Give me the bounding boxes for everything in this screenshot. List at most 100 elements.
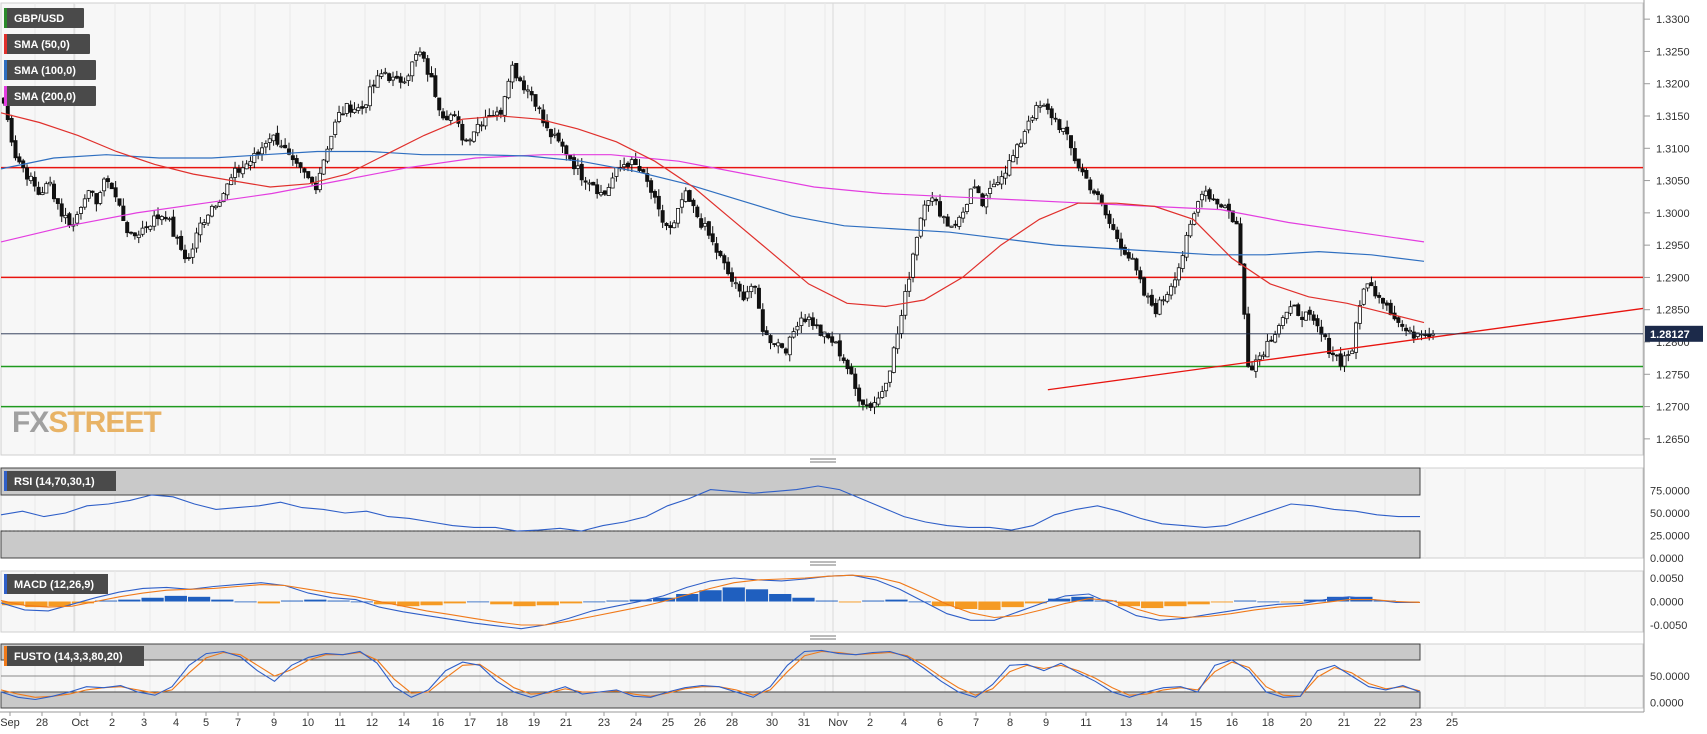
candle-body [1242, 263, 1247, 315]
candle-body [190, 248, 195, 258]
candle-body [1276, 325, 1281, 335]
candle-body [452, 114, 457, 117]
candle-body [1184, 234, 1189, 258]
candle-body [726, 261, 731, 275]
candle-body [937, 201, 942, 217]
x-tick-label: 9 [271, 717, 277, 729]
macd-histogram-bar [583, 601, 606, 603]
macd-histogram-bar [1048, 598, 1071, 602]
macd-histogram-bar [745, 589, 769, 602]
candle-body [529, 91, 534, 96]
macd-histogram-bar [490, 601, 513, 605]
macd-histogram-bar [699, 590, 722, 602]
candle-body [306, 171, 311, 179]
candle-body [741, 291, 746, 301]
candle-body [360, 106, 365, 109]
macd-histogram-bar [1210, 601, 1234, 603]
candle-body [572, 157, 577, 170]
candle-body [776, 342, 781, 347]
stoch-oversold-zone [0, 691, 1421, 709]
candle-body [387, 73, 392, 82]
candle-body [1303, 311, 1308, 321]
x-tick-label: 28 [726, 717, 738, 729]
candle-body [483, 116, 488, 127]
candle-body [1026, 120, 1031, 131]
x-tick-label: 20 [1300, 717, 1312, 729]
candle-body [991, 183, 996, 188]
candle-body [691, 199, 696, 207]
candle-body [814, 324, 819, 327]
candle-body [895, 333, 900, 350]
candle-body [1045, 103, 1050, 110]
candle-body [706, 221, 711, 236]
candle-body [953, 223, 958, 226]
candle-body [248, 160, 253, 166]
candle-body [541, 109, 546, 124]
candle-body [1311, 314, 1316, 321]
candle-body [329, 135, 334, 150]
x-tick-label: 2 [109, 717, 115, 729]
candle-body [548, 129, 553, 138]
macd-histogram-bar [48, 601, 71, 607]
candle-body [1388, 302, 1393, 316]
candle-body [468, 139, 473, 142]
candle-body [1076, 158, 1081, 169]
x-tick-label: 30 [766, 717, 778, 729]
macd-histogram-bar [792, 597, 815, 602]
candle-body [622, 164, 627, 168]
candle-body [364, 104, 369, 108]
candle-body [521, 80, 526, 91]
candle-body [718, 250, 723, 257]
candle-body [1080, 168, 1085, 173]
x-tick-label: 8 [1007, 717, 1013, 729]
candle-body [687, 190, 692, 202]
macd-histogram-bar [908, 601, 931, 603]
candle-body [1234, 220, 1239, 225]
macd-histogram-bar [1141, 601, 1164, 609]
legend-sma-100-label: SMA (100,0) [14, 65, 76, 77]
candle-body [780, 343, 785, 348]
candle-body [221, 193, 226, 203]
legend-sma-200-box [4, 86, 96, 106]
candle-body [182, 249, 187, 260]
candle-body [398, 76, 403, 83]
candle-body [1165, 294, 1170, 302]
candle-body [976, 186, 981, 194]
x-tick-label: 6 [937, 717, 943, 729]
x-tick-label: 14 [398, 717, 410, 729]
x-tick-label: 21 [560, 717, 572, 729]
candle-body [880, 391, 885, 398]
candle-body [1265, 340, 1270, 358]
candle-body [321, 159, 326, 175]
candle-body [575, 165, 580, 169]
candle-body [1369, 282, 1374, 287]
candle-body [132, 232, 137, 237]
candle-body [1199, 193, 1204, 201]
candle-body [1034, 105, 1039, 119]
candle-body [206, 214, 211, 224]
candle-body [394, 75, 399, 79]
candle-body [1065, 126, 1070, 135]
candlestick-series [1, 47, 1436, 415]
candle-body [733, 282, 738, 285]
x-tick-label: Nov [828, 717, 848, 729]
candle-body [121, 205, 126, 222]
candle-body [40, 192, 45, 196]
candle-body [868, 403, 873, 408]
candle-body [930, 197, 935, 202]
candle-body [352, 108, 357, 113]
candle-body [1384, 302, 1389, 306]
price-panel-bg [0, 2, 1644, 456]
candle-body [1280, 317, 1285, 326]
rsi-oversold-zone [0, 530, 1421, 559]
candle-body [267, 138, 272, 143]
legend-sma-200-label: SMA (200,0) [14, 91, 76, 103]
candle-body [1119, 238, 1124, 249]
price-tick-label: 1.3200 [1656, 79, 1690, 91]
candle-body [1346, 354, 1351, 356]
candle-body [263, 142, 268, 148]
x-tick-label: 14 [1156, 717, 1168, 729]
macd-histogram-bar [1234, 600, 1257, 602]
macd-legend-label: MACD (12,26,9) [14, 579, 94, 591]
candle-body [163, 216, 168, 220]
